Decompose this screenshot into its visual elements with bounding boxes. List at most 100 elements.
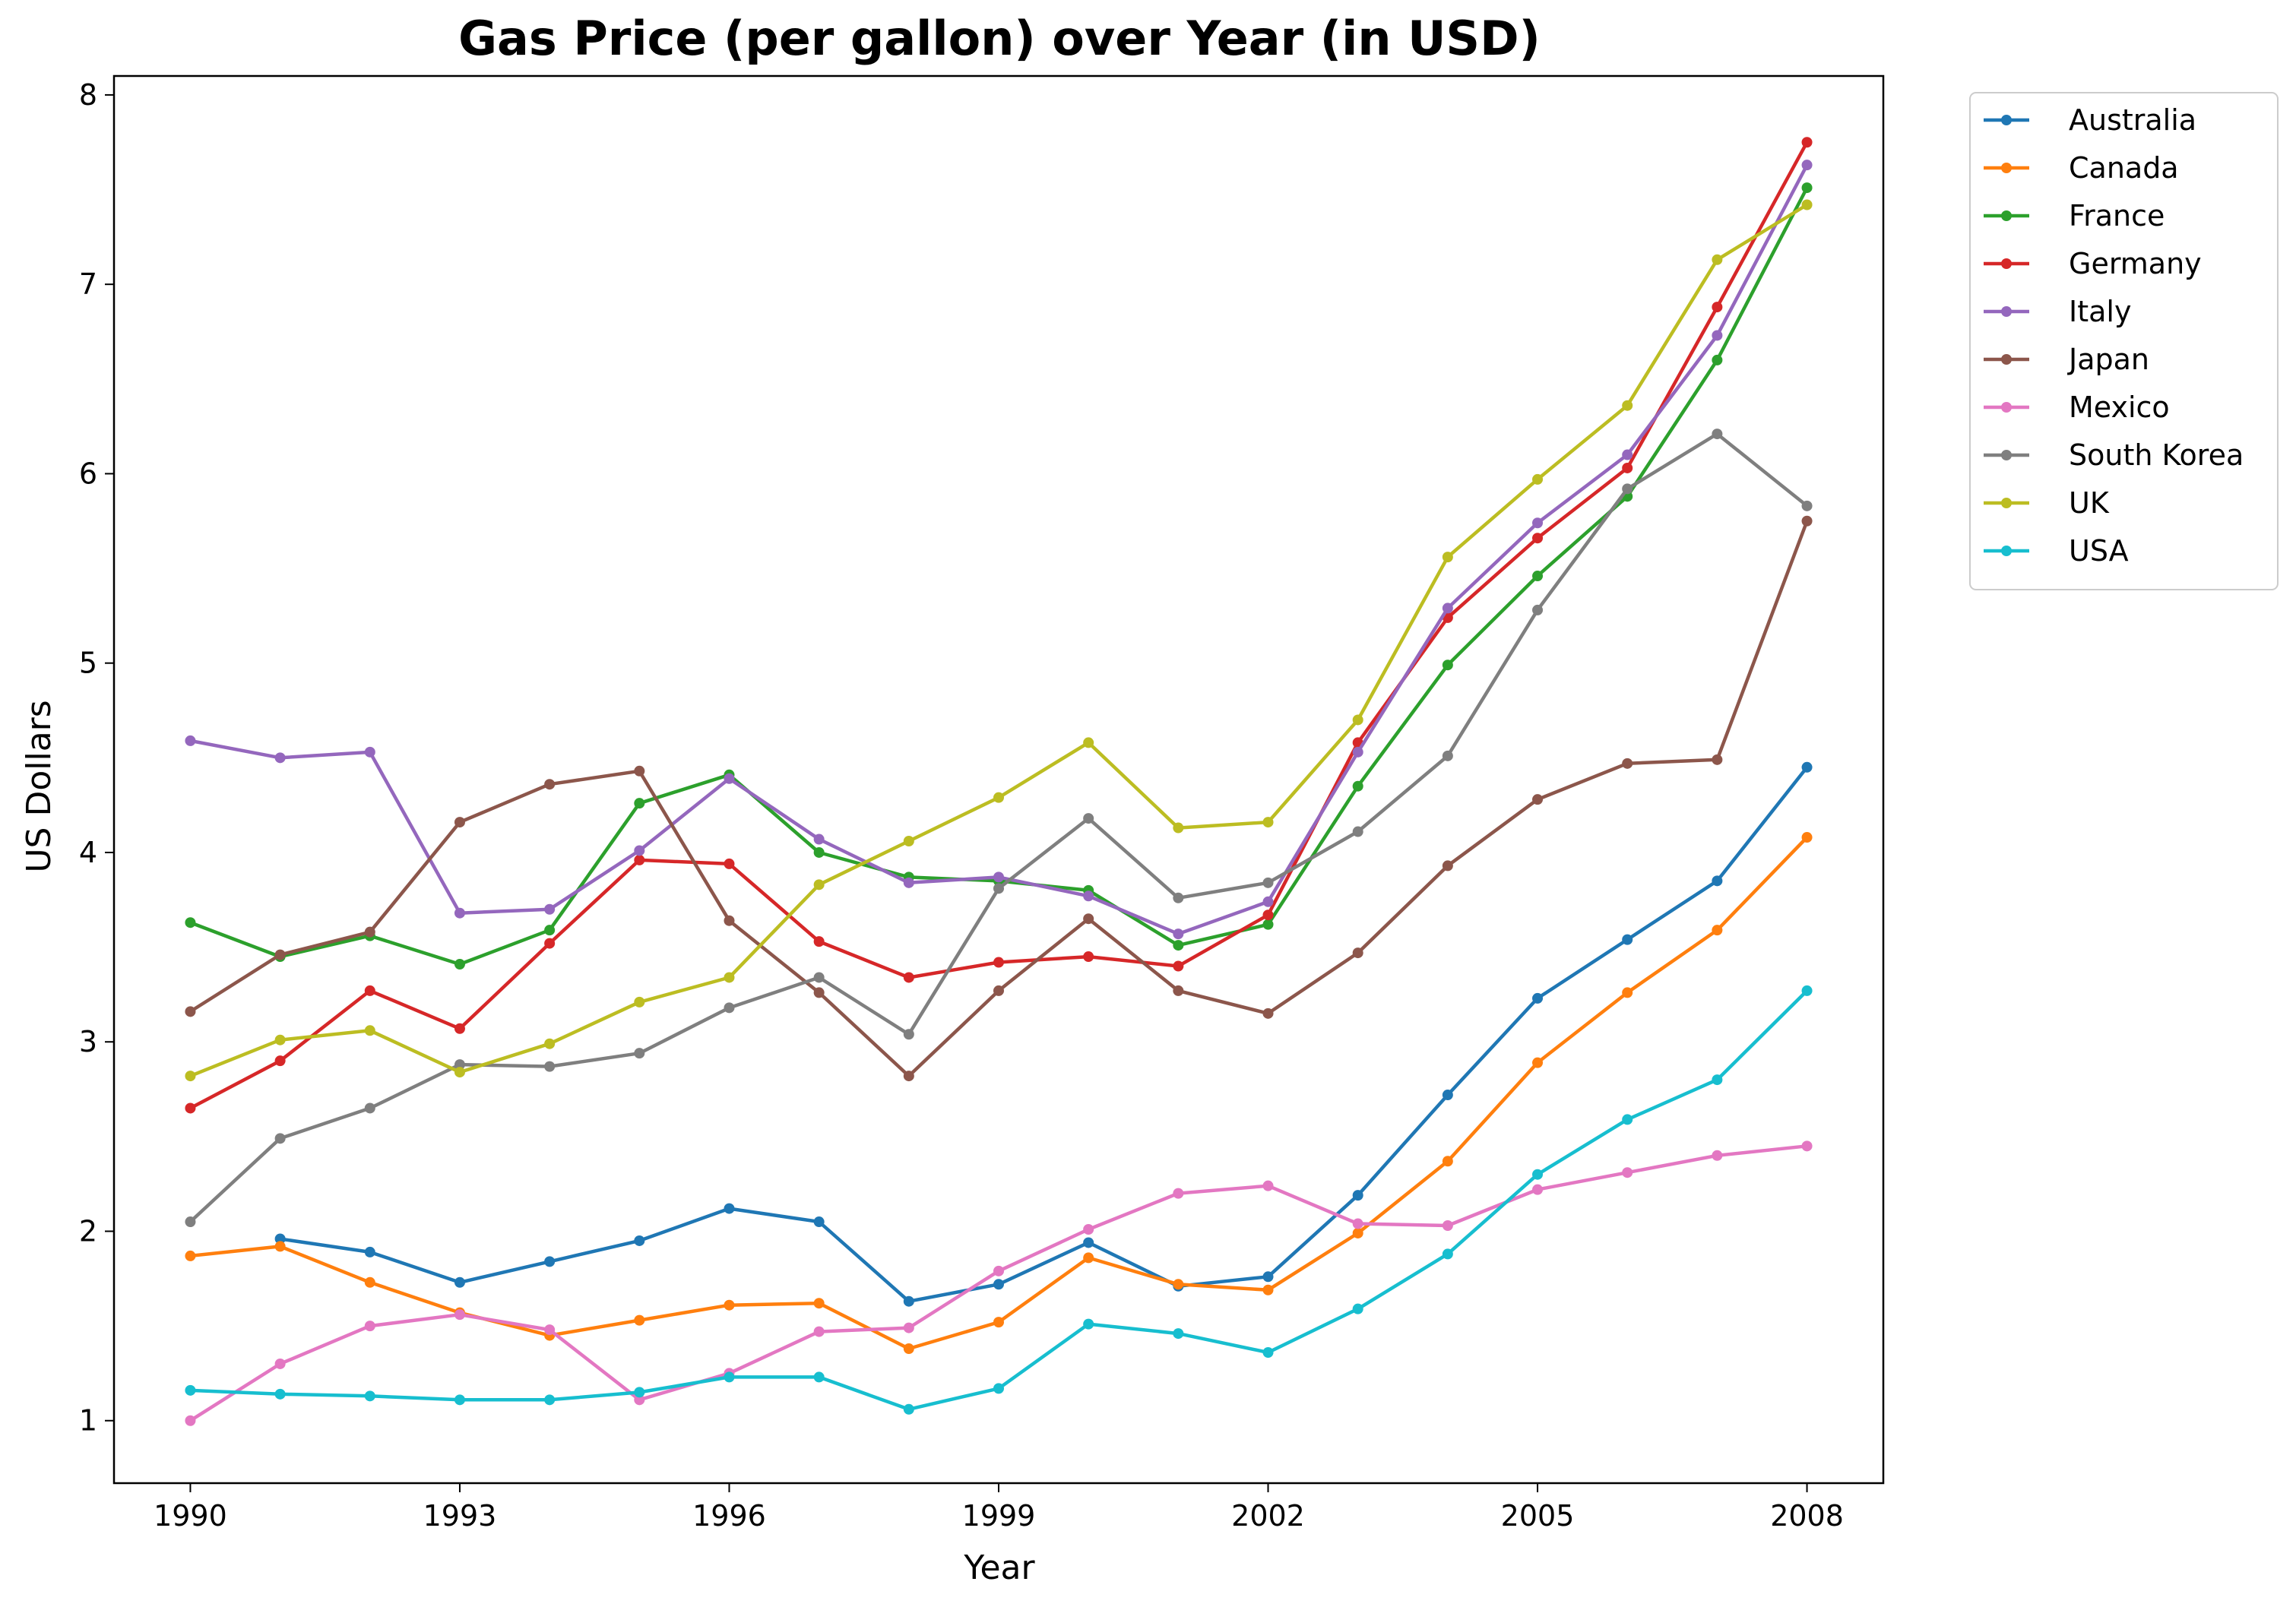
data-point (1442, 750, 1453, 761)
legend-label: Germany (2069, 247, 2202, 280)
data-point (274, 1358, 286, 1369)
x-tick-label: 1990 (154, 1499, 227, 1533)
data-point (1262, 919, 1274, 930)
x-tick-label: 1999 (962, 1499, 1036, 1533)
data-point (903, 1071, 914, 1082)
legend-marker (2001, 163, 2012, 173)
legend-marker (2001, 115, 2012, 125)
legend-label: Italy (2069, 295, 2131, 328)
data-point (1442, 1156, 1453, 1167)
data-point (1083, 951, 1094, 963)
data-point (1801, 832, 1813, 843)
data-point (185, 1384, 196, 1396)
data-point (454, 1067, 465, 1078)
data-point (1352, 746, 1363, 758)
data-point (1712, 754, 1723, 765)
data-point (1712, 254, 1723, 265)
data-point (724, 1371, 735, 1383)
data-point (993, 1279, 1004, 1290)
data-point (1083, 1318, 1094, 1330)
data-point (903, 1029, 914, 1040)
data-point (993, 985, 1004, 996)
data-point (454, 959, 465, 970)
data-point (724, 915, 735, 926)
data-point (1532, 794, 1544, 805)
data-point (993, 1383, 1004, 1394)
data-point (903, 1343, 914, 1355)
data-point (634, 854, 645, 865)
series-mexico (185, 1140, 1813, 1426)
data-point (634, 1394, 645, 1406)
series-japan (185, 515, 1813, 1082)
legend-marker (2001, 258, 2012, 269)
data-point (1622, 449, 1633, 460)
data-point (1262, 1284, 1274, 1295)
data-point (1801, 500, 1813, 511)
data-point (1173, 960, 1184, 972)
data-point (1801, 985, 1813, 996)
x-tick-label: 2008 (1770, 1499, 1844, 1533)
data-point (1622, 1167, 1633, 1178)
data-point (993, 1265, 1004, 1276)
data-point (1083, 1223, 1094, 1235)
data-point (364, 1025, 375, 1036)
data-point (274, 1133, 286, 1144)
data-point (1352, 1190, 1363, 1201)
data-point (185, 1006, 196, 1017)
legend-box (1969, 92, 2279, 590)
data-point (544, 925, 556, 936)
data-point (364, 1321, 375, 1332)
legend-marker (2001, 402, 2012, 413)
y-tick-label: 3 (79, 1025, 97, 1058)
data-point (724, 773, 735, 784)
data-point (1712, 429, 1723, 440)
series-south-korea (185, 429, 1813, 1228)
y-tick-label: 7 (79, 267, 97, 301)
data-point (185, 1415, 196, 1426)
data-point (1262, 1180, 1274, 1191)
series-australia (274, 761, 1813, 1307)
data-point (634, 765, 645, 777)
data-point (1622, 934, 1633, 945)
data-point (1622, 462, 1633, 473)
data-point (993, 1317, 1004, 1328)
legend-marker (2001, 498, 2012, 508)
x-tick-label: 2005 (1501, 1499, 1575, 1533)
series-france (185, 182, 1813, 970)
data-point (813, 879, 825, 890)
data-point (813, 846, 825, 858)
legend: Australia Canada France Germany Italy Japan Me… (1969, 92, 2279, 590)
data-point (1083, 913, 1094, 925)
data-point (1262, 909, 1274, 921)
data-point (1262, 877, 1274, 888)
data-point (1622, 758, 1633, 769)
data-point (364, 1102, 375, 1114)
data-point (903, 1403, 914, 1415)
series-germany (185, 137, 1813, 1114)
data-point (1712, 875, 1723, 887)
data-point (993, 883, 1004, 894)
data-point (1352, 1227, 1363, 1238)
data-point (1532, 473, 1544, 485)
data-point (813, 1326, 825, 1337)
y-axis-label: US Dollars (20, 700, 59, 872)
x-tick-label: 2002 (1231, 1499, 1305, 1533)
legend-marker (2001, 354, 2012, 365)
data-point (1173, 1188, 1184, 1199)
data-point (1262, 817, 1274, 828)
legend-marker (2001, 546, 2012, 556)
data-point (724, 972, 735, 983)
data-point (1352, 780, 1363, 792)
data-point (274, 1055, 286, 1067)
data-point (1262, 1347, 1274, 1359)
data-point (724, 1203, 735, 1214)
data-point (1622, 483, 1633, 495)
legend-label: USA (2069, 534, 2129, 568)
data-point (1173, 1328, 1184, 1340)
data-point (813, 1371, 825, 1383)
data-point (1622, 1114, 1633, 1125)
data-point (813, 987, 825, 998)
data-point (544, 1038, 556, 1049)
series-usa (185, 985, 1813, 1415)
